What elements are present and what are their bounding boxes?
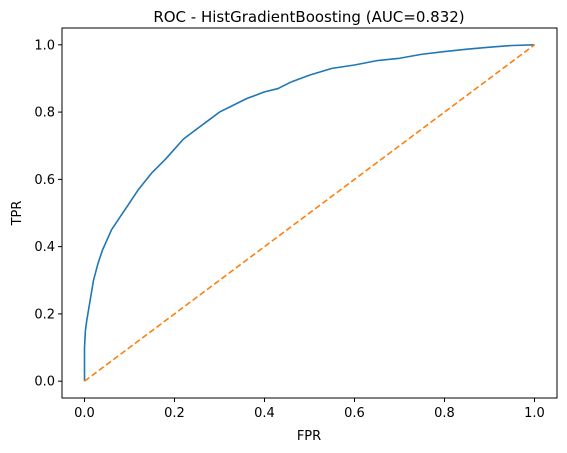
x-axis-ticks: 0.0 0.2 0.4 0.6 0.8 1.0 — [74, 398, 545, 421]
plot-area — [83, 44, 535, 382]
y-tick-label: 1.0 — [34, 38, 55, 53]
x-tick-label: 0.4 — [254, 406, 275, 421]
y-tick-label: 0.8 — [34, 106, 55, 121]
y-tick-label: 0.0 — [34, 375, 55, 390]
plot-frame — [61, 27, 558, 399]
y-axis-label: TPR — [10, 201, 25, 227]
y-axis-ticks: 0.0 0.2 0.4 0.6 0.8 1.0 — [34, 38, 62, 390]
x-tick-label: 0.0 — [74, 406, 95, 421]
x-tick-label: 0.2 — [164, 406, 185, 421]
x-tick-label: 0.8 — [434, 406, 455, 421]
y-tick-label: 0.4 — [34, 240, 55, 255]
chance-diagonal-line — [84, 44, 535, 382]
x-tick-label: 0.6 — [344, 406, 365, 421]
y-tick-label: 0.6 — [34, 173, 55, 188]
x-axis-label: FPR — [297, 429, 321, 444]
x-tick-label: 1.0 — [524, 406, 545, 421]
chart-title: ROC - HistGradientBoosting (AUC=0.832) — [153, 8, 464, 26]
roc-curve-line — [83, 44, 535, 382]
y-tick-label: 0.2 — [34, 307, 55, 322]
